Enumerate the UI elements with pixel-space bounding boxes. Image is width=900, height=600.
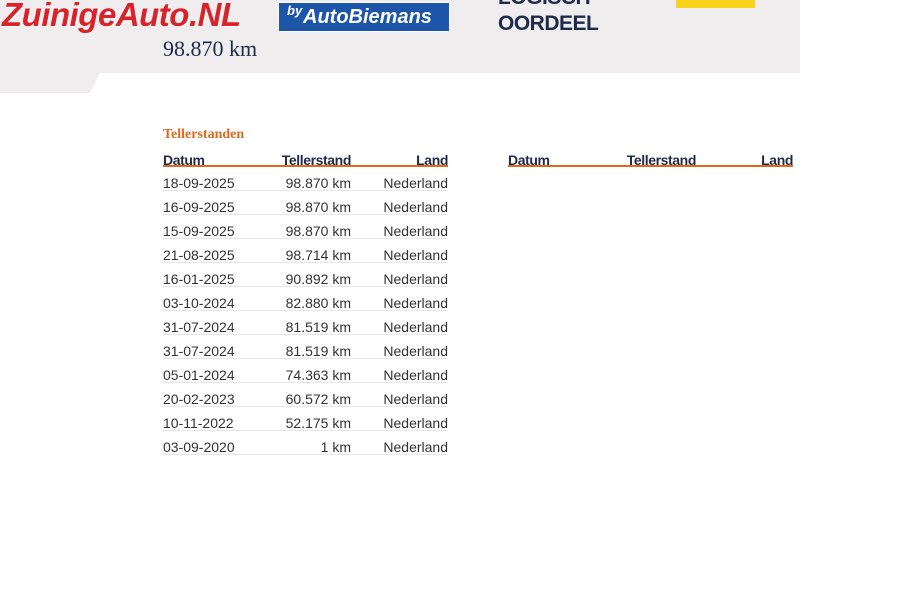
table-cell: 05-01-2024: [163, 367, 235, 383]
table-cell: 15-09-2025: [163, 223, 235, 239]
table-cell: Nederland: [383, 247, 448, 263]
table-cell: Nederland: [383, 415, 448, 431]
column-header: Datum: [508, 152, 550, 168]
table-cell: 81.519 km: [285, 319, 351, 335]
table-cell: 16-01-2025: [163, 271, 235, 287]
table-row: 03-09-2020 1 km Nederland: [163, 431, 448, 455]
table-cell: Nederland: [383, 223, 448, 239]
table-row: 16-01-2025 90.892 km Nederland: [163, 263, 448, 287]
column-header: Land: [761, 152, 793, 168]
header-band-tail: [0, 73, 100, 93]
table-row: 15-09-2025 98.870 km Nederland: [163, 215, 448, 239]
column-header: Land: [416, 152, 448, 168]
table-row: 31-07-2024 81.519 km Nederland: [163, 335, 448, 359]
logo-badge[interactable]: by AutoBiemans: [278, 2, 450, 32]
table-cell: 31-07-2024: [163, 343, 235, 359]
table-cell: 03-09-2020: [163, 439, 235, 455]
column-header: Datum: [163, 152, 205, 168]
table-cell: 03-10-2024: [163, 295, 235, 311]
table-cell: 74.363 km: [285, 367, 351, 383]
table-row: 16-09-2025 98.870 km Nederland: [163, 191, 448, 215]
table-header: Datum Tellerstand Land: [508, 149, 793, 168]
table-cell: Nederland: [383, 319, 448, 335]
mileage: 98.870 km: [163, 36, 258, 61]
table-row: 20-02-2023 60.572 km Nederland: [163, 383, 448, 407]
table-cell: 90.892 km: [285, 271, 351, 287]
table-cell: 98.870 km: [285, 223, 351, 239]
table-cell: 98.714 km: [285, 247, 351, 263]
section-title: Tellerstanden: [163, 127, 245, 142]
verdict-line: LOGISCH: [498, 0, 591, 10]
table-cell: 82.880 km: [285, 295, 351, 311]
table-cell: Nederland: [383, 271, 448, 287]
table-row: 18-09-2025 98.870 km Nederland: [163, 167, 448, 191]
table-cell: Nederland: [383, 391, 448, 407]
table-cell: Nederland: [383, 343, 448, 359]
table-cell: Nederland: [383, 295, 448, 311]
table-cell: 98.870 km: [285, 199, 351, 215]
table-row: 03-10-2024 82.880 km Nederland: [163, 287, 448, 311]
verdict-badge: [676, 0, 755, 8]
table-row: 05-01-2024 74.363 km Nederland: [163, 359, 448, 383]
table-cell: 81.519 km: [285, 343, 351, 359]
table-cell: 1 km: [320, 439, 351, 455]
table-cell: 20-02-2023: [163, 391, 235, 407]
table-cell: 10-11-2022: [163, 415, 234, 431]
logo-by: by: [287, 3, 303, 18]
table-cell: 52.175 km: [285, 415, 351, 431]
column-header: Tellerstand: [281, 152, 352, 168]
table-cell: 31-07-2024: [163, 319, 235, 335]
table-cell: 98.870 km: [285, 175, 351, 191]
table-row: 21-08-2025 98.714 km Nederland: [163, 239, 448, 263]
odometer-table: Datum Tellerstand Land 18-09-2025 98.870 km N…: [163, 149, 448, 455]
table-cell: Nederland: [383, 175, 448, 191]
table-cell: Nederland: [383, 439, 448, 455]
odometer-table: Datum Tellerstand Land: [508, 149, 793, 168]
table-row: 31-07-2024 81.519 km Nederland: [163, 311, 448, 335]
table-cell: 18-09-2025: [163, 175, 235, 191]
table-cell: Nederland: [383, 367, 448, 383]
logo-brand: AutoBiemans: [303, 6, 432, 28]
table-header: Datum Tellerstand Land: [163, 149, 448, 168]
table-cell: Nederland: [383, 199, 448, 215]
table-row: 10-11-2022 52.175 km Nederland: [163, 407, 448, 431]
table-cell: 16-09-2025: [163, 199, 235, 215]
column-header: Tellerstand: [626, 152, 697, 168]
verdict-line: OORDEEL: [498, 12, 599, 35]
table-cell: 21-08-2025: [163, 247, 235, 263]
logo[interactable]: ZuinigeAuto.NL: [2, 0, 241, 33]
table-cell: 60.572 km: [285, 391, 351, 407]
